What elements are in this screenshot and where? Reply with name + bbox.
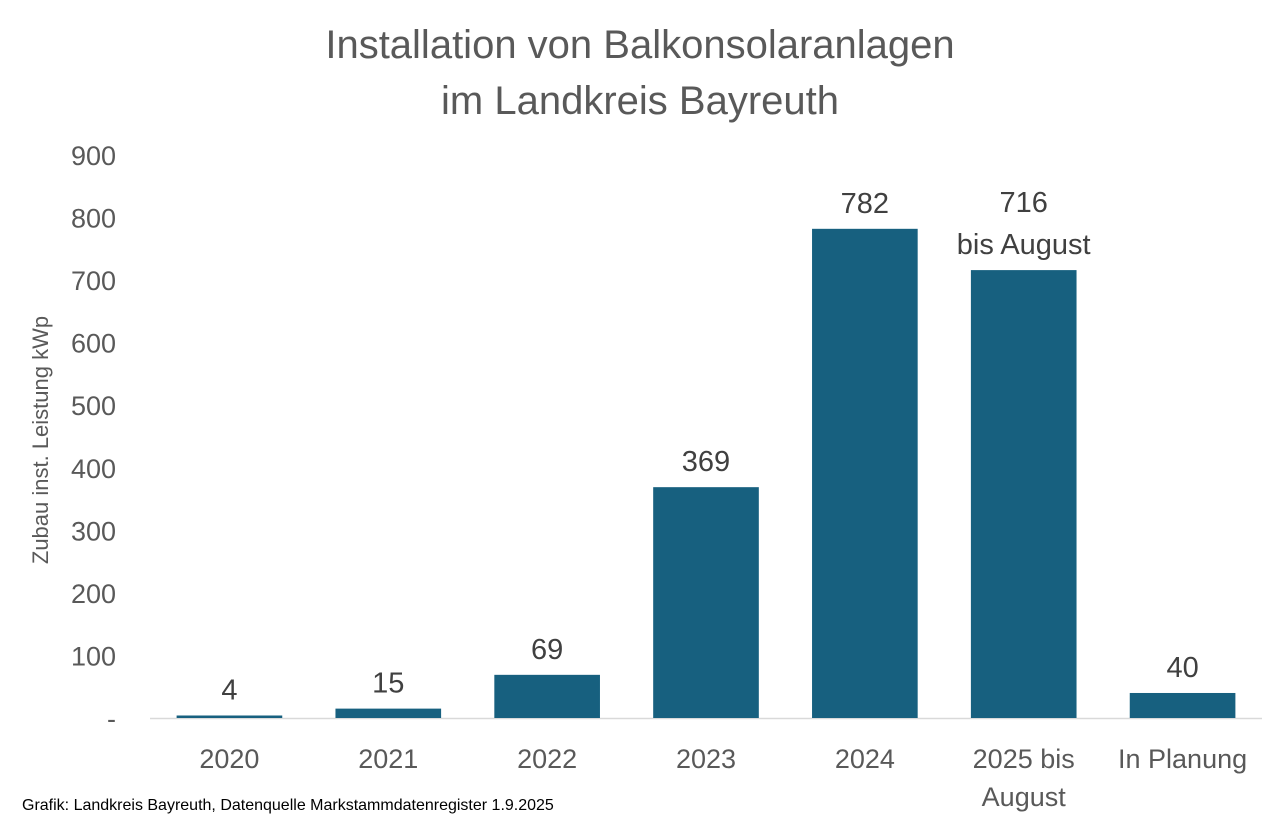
bar: [812, 228, 918, 718]
y-tick-label: 600: [71, 329, 116, 359]
bar: [176, 715, 283, 718]
y-axis-title: Zubau inst. Leistung kWp: [28, 316, 53, 564]
data-label: 69: [531, 634, 563, 666]
data-label: 40: [1166, 652, 1198, 684]
x-axis-ticks: 2020 2021 2022 2023 2024 2025 bis August In Pla…: [199, 744, 1247, 812]
x-tick-label: 2024: [835, 744, 895, 774]
bar: [1129, 692, 1236, 718]
y-axis-ticks: - 100 200 300 400 500 600 700 800 900: [71, 141, 116, 734]
y-tick-label: 700: [71, 266, 116, 296]
bar: [494, 674, 600, 718]
y-tick-label: 900: [71, 141, 116, 171]
x-tick-label: 2020: [199, 744, 259, 774]
data-label: 15: [372, 668, 404, 700]
x-tick-label: In Planung: [1118, 744, 1247, 774]
data-label: 369: [682, 446, 730, 478]
bar: [653, 487, 759, 718]
y-tick-label: 300: [71, 516, 116, 546]
data-label: bis August: [957, 229, 1091, 261]
x-tick-label: August: [982, 782, 1067, 812]
y-axis-label: Zubau inst. Leistung kWp: [28, 316, 53, 564]
x-tick-label: 2021: [358, 744, 418, 774]
bar: [970, 270, 1077, 718]
y-tick-label: 200: [71, 579, 116, 609]
y-tick-label: 500: [71, 391, 116, 421]
bars: [176, 228, 1236, 718]
y-tick-label: 100: [71, 641, 116, 671]
source-note: Grafik: Landkreis Bayreuth, Datenquelle …: [22, 797, 554, 814]
data-label: 4: [221, 674, 237, 706]
y-tick-label: 400: [71, 454, 116, 484]
x-tick-label: 2025 bis: [973, 744, 1075, 774]
x-tick-label: 2022: [517, 744, 577, 774]
chart-title: Installation von Balkonsolaranlagen im La…: [325, 23, 954, 123]
data-label: 782: [841, 188, 889, 220]
x-tick-label: 2023: [676, 744, 736, 774]
data-label: 716: [1000, 187, 1048, 219]
chart-title-line: Installation von Balkonsolaranlagen: [325, 23, 954, 67]
y-tick-label: -: [107, 704, 116, 734]
chart-title-line: im Landkreis Bayreuth: [441, 79, 839, 123]
bar: [335, 708, 442, 718]
y-tick-label: 800: [71, 204, 116, 234]
data-labels: 4 15 69 369 782 716 bis August 40: [221, 187, 1198, 706]
